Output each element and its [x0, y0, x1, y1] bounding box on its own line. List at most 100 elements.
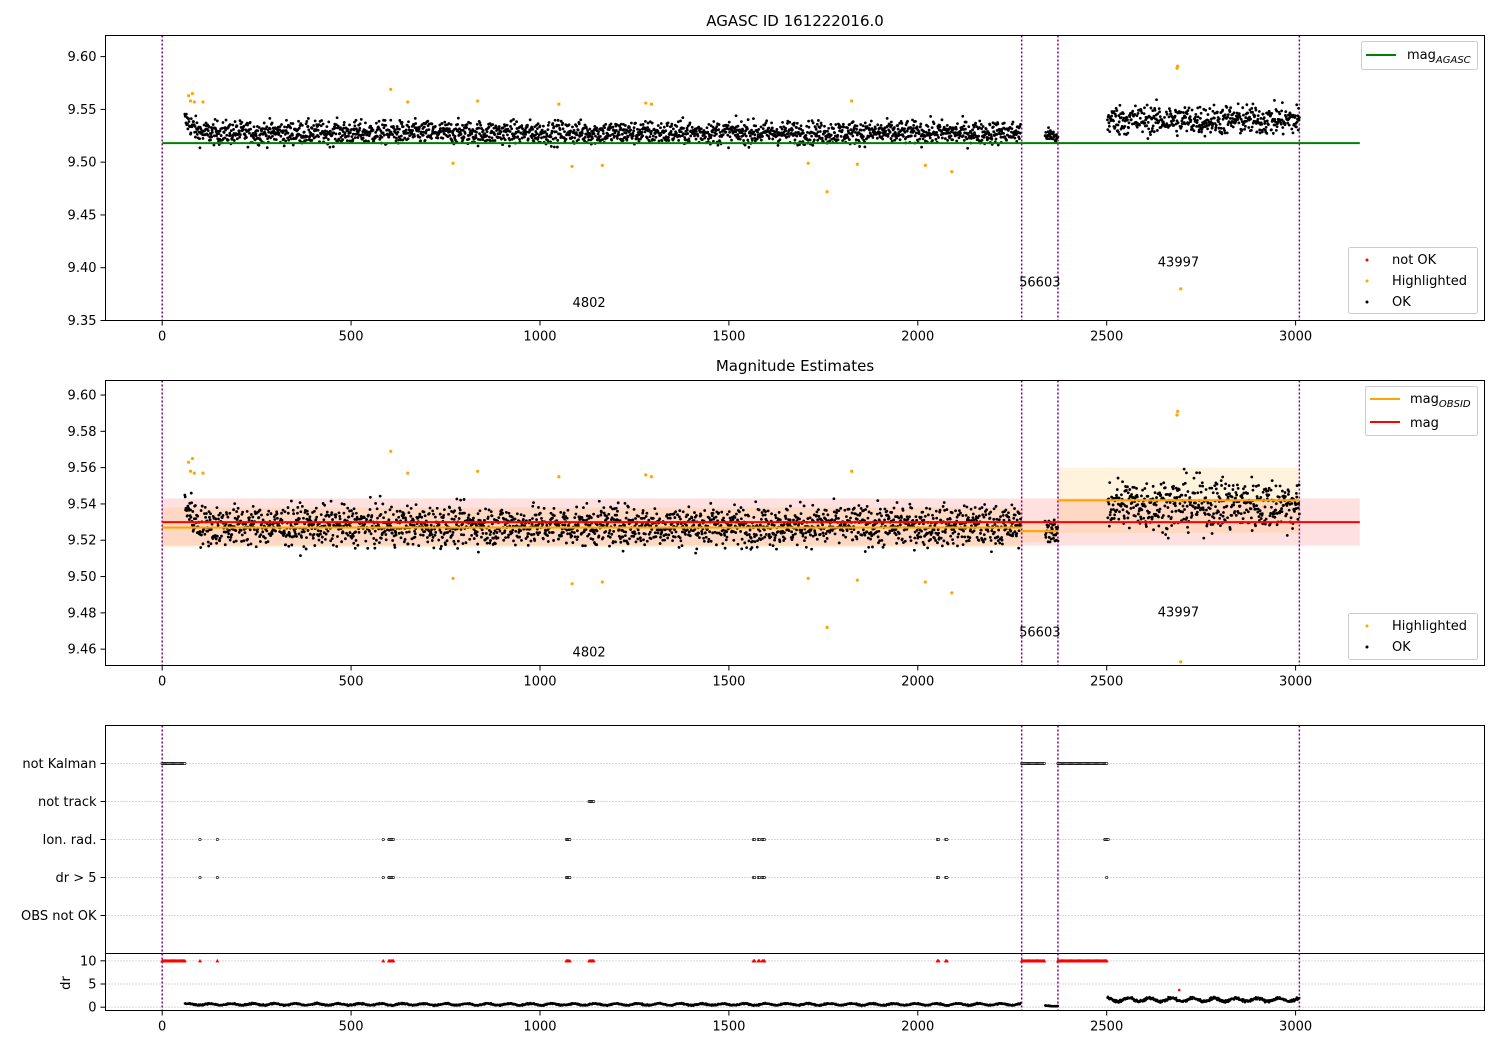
ok-point: [242, 124, 246, 128]
ok-point: [776, 530, 780, 534]
ok-point: [1173, 114, 1177, 118]
ok-point: [448, 529, 452, 533]
ok-point: [1198, 117, 1202, 120]
ok-point: [395, 509, 399, 513]
ok-point: [839, 522, 843, 526]
ok-point: [951, 538, 954, 542]
ok-point: [836, 138, 840, 142]
ok-point: [846, 135, 850, 139]
ok-point: [676, 513, 679, 517]
ok-point: [614, 506, 618, 510]
highlighted-point: [600, 163, 604, 167]
ok-point: [232, 508, 235, 512]
ok-point: [882, 543, 886, 547]
ok-point: [832, 497, 836, 501]
ok-point: [928, 507, 932, 511]
ok-point: [280, 511, 283, 515]
ok-point: [382, 516, 385, 520]
ok-point: [985, 508, 988, 512]
ok-point: [895, 541, 899, 545]
ok-point: [1291, 131, 1295, 135]
ok-point: [855, 518, 859, 521]
ok-point: [350, 135, 354, 138]
ok-point: [729, 523, 733, 527]
ok-point: [704, 531, 707, 535]
ok-point: [815, 537, 819, 541]
ok-point: [289, 137, 293, 141]
ok-point: [390, 505, 393, 509]
ok-point: [978, 119, 982, 123]
panel-1-axes: 0 500 1000 1500 2000 2500 30009.359.409.459.50…: [68, 50, 1313, 344]
ok-point: [637, 531, 641, 535]
ok-point: [602, 132, 605, 135]
ok-point: [1255, 130, 1259, 134]
ok-point: [914, 515, 918, 519]
ok-point: [965, 505, 969, 509]
ok-point: [201, 542, 205, 546]
ok-point: [837, 509, 841, 513]
ok-point: [709, 136, 713, 140]
ok-point: [407, 511, 411, 515]
ok-point: [565, 516, 569, 520]
ok-point: [396, 130, 400, 134]
ok-point: [357, 530, 361, 534]
ok-point: [296, 511, 299, 515]
ok-point: [1155, 129, 1159, 132]
ok-point: [934, 509, 938, 513]
ok-point: [275, 512, 279, 516]
ok-point: [993, 523, 997, 526]
ok-point: [234, 529, 238, 533]
ok-point: [616, 509, 619, 513]
ok-point: [585, 501, 589, 505]
ok-point: [964, 514, 968, 517]
ok-point: [1294, 125, 1298, 129]
ok-point: [953, 530, 957, 534]
ok-point: [758, 529, 762, 533]
ok-point: [542, 506, 546, 510]
ok-point: [540, 136, 543, 140]
ok-point: [192, 523, 196, 527]
ok-point: [536, 138, 540, 141]
ok-point: [421, 533, 425, 537]
ok-point: [996, 535, 1000, 539]
ok-point: [871, 136, 875, 139]
ok-point: [698, 523, 702, 527]
ok-point: [1112, 119, 1115, 123]
ok-point: [221, 121, 225, 124]
ok-point: [467, 513, 471, 517]
ok-point: [462, 498, 466, 501]
ok-point: [937, 136, 940, 139]
ok-point: [235, 137, 239, 141]
ok-point: [514, 529, 518, 533]
ok-point: [576, 535, 580, 539]
ok-point: [208, 518, 212, 522]
ok-point: [988, 123, 992, 127]
ok-point: [518, 535, 521, 539]
ok-point: [476, 542, 480, 546]
ok-point: [305, 509, 309, 513]
ok-point: [823, 539, 827, 543]
ok-point: [399, 536, 403, 540]
ok-point: [215, 506, 219, 510]
ok-point: [975, 536, 979, 539]
ok-point: [248, 121, 252, 124]
ok-point: [589, 516, 593, 520]
ok-point: [811, 503, 815, 507]
ok-point: [931, 517, 935, 520]
ok-point: [562, 511, 566, 515]
ok-point: [632, 126, 636, 130]
x-tick-label: 0: [158, 330, 166, 345]
ok-point: [721, 133, 725, 137]
ok-point: [790, 128, 794, 132]
ok-point: [986, 529, 990, 533]
ok-point: [215, 541, 218, 545]
ok-point: [710, 133, 713, 137]
ok-point: [628, 537, 631, 541]
ok-point: [1114, 114, 1118, 118]
ok-point: [409, 507, 413, 510]
ok-point: [430, 137, 433, 140]
ok-point: [342, 503, 346, 506]
ok-point: [315, 515, 319, 519]
ok-point: [533, 125, 537, 129]
